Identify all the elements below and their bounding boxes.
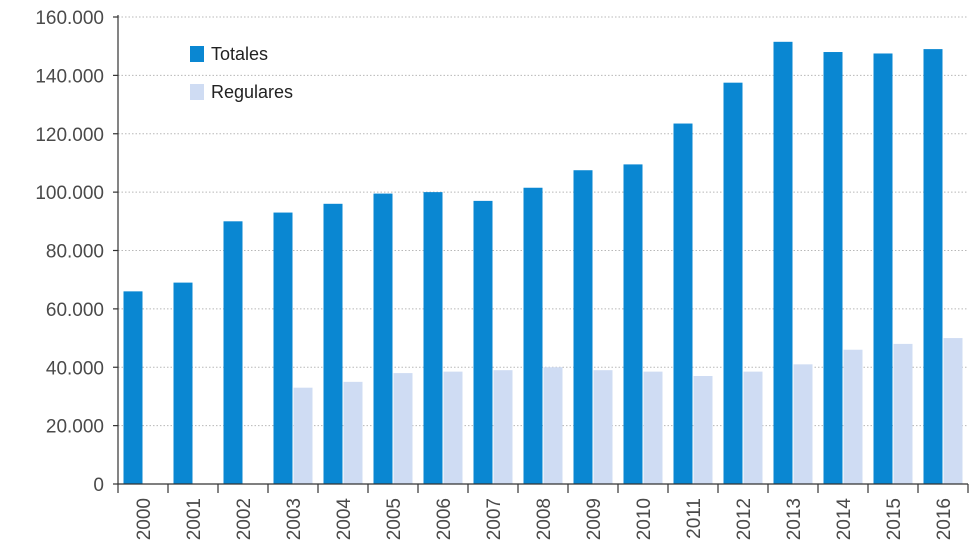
bar-totales-2009 bbox=[573, 170, 593, 484]
x-tick-label: 2006 bbox=[434, 498, 455, 540]
x-tick-label: 2010 bbox=[634, 498, 655, 540]
bar-totales-2004 bbox=[323, 203, 343, 485]
legend-label-regulares: Regulares bbox=[211, 82, 293, 102]
axes bbox=[117, 15, 968, 485]
bar-totales-2012 bbox=[723, 82, 743, 484]
x-tick-label: 2014 bbox=[834, 498, 855, 541]
x-tick-label: 2007 bbox=[484, 498, 505, 540]
y-tick-label: 0 bbox=[93, 475, 104, 496]
bar-totales-2003 bbox=[273, 212, 293, 484]
bar-regulares-2011 bbox=[693, 376, 713, 484]
bar-regulares-2016 bbox=[943, 338, 963, 484]
bar-regulares-2012 bbox=[743, 371, 763, 484]
bar-regulares-2003 bbox=[293, 387, 313, 484]
x-tick-label: 2015 bbox=[884, 498, 905, 540]
bar-totales-2002 bbox=[223, 221, 243, 484]
bar-totales-2000 bbox=[123, 291, 143, 484]
bar-totales-2013 bbox=[773, 41, 793, 484]
bar-totales-2006 bbox=[423, 192, 443, 484]
y-tick-label: 160.000 bbox=[35, 8, 104, 29]
bar-regulares-2006 bbox=[443, 371, 463, 484]
bar-regulares-2014 bbox=[843, 349, 863, 484]
bar-regulares-2005 bbox=[393, 373, 413, 484]
x-tick-label: 2011 bbox=[684, 498, 705, 539]
legend-swatch-totales bbox=[190, 46, 204, 62]
bars bbox=[123, 41, 963, 485]
y-tick-label: 100.000 bbox=[35, 183, 104, 204]
bar-regulares-2008 bbox=[543, 367, 563, 484]
bar-totales-2011 bbox=[673, 123, 693, 485]
x-tick-label: 2002 bbox=[234, 498, 255, 540]
y-tick-label: 20.000 bbox=[46, 417, 104, 438]
x-tick-label: 2004 bbox=[334, 498, 355, 541]
x-axis-ticks: 2000 2001 2002 2003 2004 2005 2006 2007 2008 2009… bbox=[117, 484, 969, 541]
x-tick-label: 2013 bbox=[784, 498, 805, 540]
bar-totales-2016 bbox=[923, 49, 943, 484]
bar-regulares-2004 bbox=[343, 381, 363, 484]
x-tick-label: 2003 bbox=[284, 498, 305, 540]
bar-totales-2010 bbox=[623, 164, 643, 484]
x-tick-label: 2005 bbox=[384, 498, 405, 540]
bar-totales-2015 bbox=[873, 53, 893, 484]
bar-totales-2007 bbox=[473, 200, 493, 484]
x-tick-label: 2012 bbox=[734, 498, 755, 540]
bar-regulares-2013 bbox=[793, 364, 813, 484]
bar-regulares-2010 bbox=[643, 371, 663, 484]
x-tick-label: 2016 bbox=[934, 498, 955, 540]
y-tick-label: 120.000 bbox=[35, 125, 104, 146]
legend: Totales Regulares bbox=[190, 44, 293, 102]
bar-totales-2008 bbox=[523, 187, 543, 484]
y-axis-ticks: 0 20.000 40.000 60.000 80.000 100.000 120.000 1… bbox=[35, 8, 118, 496]
x-tick-label: 2000 bbox=[134, 498, 155, 540]
bar-totales-2005 bbox=[373, 193, 393, 484]
y-tick-label: 80.000 bbox=[46, 242, 104, 263]
y-tick-label: 140.000 bbox=[35, 66, 104, 87]
bar-totales-2014 bbox=[823, 52, 843, 485]
bar-regulares-2007 bbox=[493, 370, 513, 484]
y-tick-label: 40.000 bbox=[46, 358, 104, 379]
x-tick-label: 2008 bbox=[534, 498, 555, 540]
y-tick-label: 60.000 bbox=[46, 300, 104, 321]
x-tick-label: 2001 bbox=[184, 498, 205, 540]
bar-totales-2001 bbox=[173, 282, 193, 484]
legend-swatch-regulares bbox=[190, 84, 204, 100]
bar-regulares-2015 bbox=[893, 343, 913, 484]
bar-regulares-2009 bbox=[593, 370, 613, 484]
x-tick-label: 2009 bbox=[584, 498, 605, 540]
legend-label-totales: Totales bbox=[211, 44, 268, 64]
